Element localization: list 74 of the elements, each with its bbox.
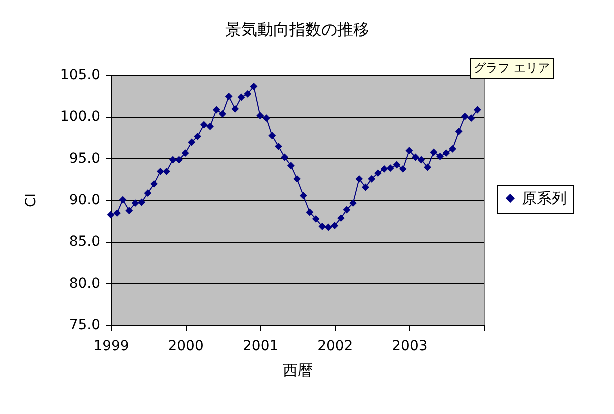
y-tick-label: 85.0 xyxy=(69,234,100,250)
point xyxy=(232,105,240,113)
point xyxy=(318,222,326,230)
point xyxy=(188,138,196,146)
y-tick-label: 105.0 xyxy=(60,68,100,84)
point xyxy=(200,121,208,129)
point xyxy=(194,132,202,140)
point xyxy=(368,175,376,183)
point xyxy=(275,142,282,150)
text: グラフ エリア xyxy=(470,58,554,79)
point xyxy=(442,150,450,158)
point xyxy=(449,145,456,153)
point xyxy=(225,92,233,100)
point xyxy=(138,198,146,206)
point xyxy=(393,161,401,169)
chart-title: 景気動向指数の推移 xyxy=(226,20,370,39)
point xyxy=(331,222,339,230)
point xyxy=(474,106,482,114)
point xyxy=(399,165,407,173)
point xyxy=(169,156,177,164)
point xyxy=(287,162,295,170)
y-tick-label: 90.0 xyxy=(69,192,100,208)
x-tick-label: 2001 xyxy=(243,338,279,354)
point xyxy=(306,208,314,216)
point xyxy=(238,94,246,102)
point xyxy=(462,112,469,120)
point xyxy=(436,152,444,160)
point xyxy=(212,106,220,114)
y-tick-label: 100.0 xyxy=(60,109,100,126)
x-tick-label: 2002 xyxy=(318,338,354,354)
x-tick-label: 1999 xyxy=(94,338,130,354)
point xyxy=(300,192,308,200)
point xyxy=(406,147,414,155)
point xyxy=(132,200,140,208)
point xyxy=(256,112,264,120)
point xyxy=(386,164,394,172)
y-axis-title: CI xyxy=(23,194,40,208)
point xyxy=(119,196,127,204)
point xyxy=(281,154,289,162)
point xyxy=(343,206,351,214)
point xyxy=(430,148,438,156)
point xyxy=(268,132,276,140)
point xyxy=(156,168,164,176)
point xyxy=(206,122,214,130)
point xyxy=(163,168,170,176)
point xyxy=(356,175,364,183)
point xyxy=(374,170,382,178)
point xyxy=(144,190,152,198)
point xyxy=(114,210,122,218)
point xyxy=(294,175,302,183)
x-tick-label: 2000 xyxy=(168,338,204,354)
x-axis-title: 西暦 xyxy=(283,362,313,380)
point xyxy=(219,110,226,118)
point xyxy=(324,224,332,232)
point xyxy=(107,211,115,219)
point xyxy=(338,214,345,222)
point xyxy=(468,114,476,122)
point xyxy=(150,180,158,188)
point xyxy=(182,150,190,158)
point xyxy=(244,90,252,98)
point xyxy=(380,165,388,173)
y-tick-label: 95.0 xyxy=(69,150,100,167)
y-tick-label: 80.0 xyxy=(69,276,100,292)
point xyxy=(418,156,426,164)
point xyxy=(424,164,432,172)
point xyxy=(350,200,357,208)
point xyxy=(250,82,258,90)
legend-label: 原系列 xyxy=(522,190,567,208)
y-tick-label: 75.0 xyxy=(69,318,100,334)
point xyxy=(312,215,320,223)
point xyxy=(455,128,463,136)
point xyxy=(126,207,134,215)
point xyxy=(262,114,270,122)
x-tick-label: 2003 xyxy=(392,338,428,354)
